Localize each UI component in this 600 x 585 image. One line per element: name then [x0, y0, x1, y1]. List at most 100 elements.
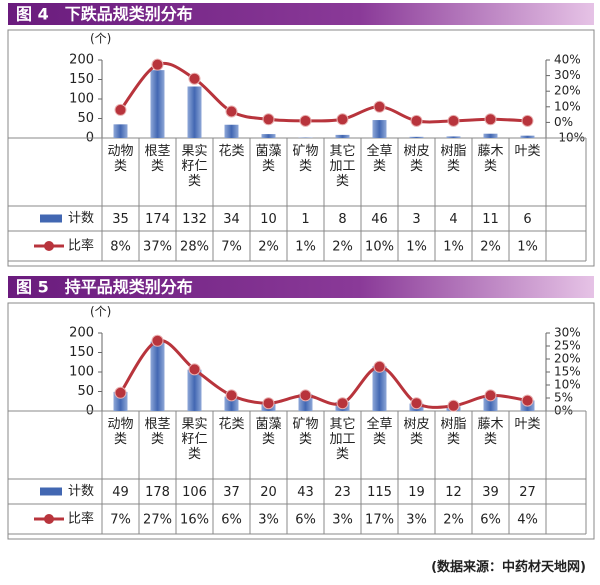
table-ratio: 7% — [221, 240, 242, 255]
x-tick-label: 动物类 — [107, 417, 134, 447]
x-tick-label: 根茎类 — [144, 417, 171, 447]
table-count: 3 — [412, 212, 420, 227]
y-tick-label: 200 — [69, 53, 94, 68]
ratio-marker — [484, 113, 497, 126]
x-tick-label: 叶类 — [514, 417, 541, 432]
legend-label: 比率 — [68, 238, 94, 254]
table-count: 27 — [519, 485, 536, 500]
bar — [224, 124, 239, 138]
ratio-line — [119, 339, 528, 409]
table-count: 174 — [145, 212, 170, 227]
table-ratio: 8% — [110, 240, 131, 255]
table-ratio: 2% — [480, 240, 501, 255]
ratio-marker — [521, 114, 534, 127]
x-tick-label: 树脂类 — [440, 144, 467, 174]
bar — [150, 70, 165, 138]
y2-tick-label: 10% — [554, 99, 581, 113]
bar — [520, 135, 535, 138]
header-bar — [8, 3, 594, 25]
ratio-marker — [188, 363, 201, 376]
x-tick-label: 全草类 — [366, 144, 393, 174]
ratio-marker — [336, 397, 349, 410]
ratio-marker — [299, 114, 312, 127]
ratio-marker — [447, 399, 460, 412]
y-tick-label: 200 — [69, 326, 94, 341]
table-ratio: 2% — [258, 240, 279, 255]
table-ratio: 28% — [180, 240, 209, 255]
table-count: 37 — [223, 485, 240, 500]
table-count: 10 — [260, 212, 277, 227]
table-count: 115 — [367, 485, 392, 500]
table-count: 49 — [112, 485, 129, 500]
table-count: 178 — [145, 485, 170, 500]
table-ratio: 27% — [143, 513, 172, 528]
x-tick-label: 花类 — [218, 417, 245, 432]
bar — [113, 124, 128, 138]
y2-tick-label: 20% — [554, 352, 581, 366]
x-tick-label: 根茎类 — [144, 144, 171, 174]
table-ratio: 3% — [406, 513, 427, 528]
ratio-line — [119, 61, 528, 124]
x-tick-label: 树脂类 — [440, 417, 467, 447]
source-note: (数据来源：中药材天地网) — [431, 560, 586, 575]
bar — [483, 133, 498, 138]
y-tick-label: 100 — [69, 92, 94, 107]
header-bar — [8, 276, 594, 298]
y2-tick-label: 30% — [554, 68, 581, 82]
table-ratio: 37% — [143, 240, 172, 255]
ratio-marker — [114, 386, 127, 399]
legend-swatch — [40, 214, 62, 223]
unit-label: (个) — [90, 32, 111, 46]
x-tick-label: 树皮类 — [403, 417, 430, 447]
table-count: 43 — [297, 485, 314, 500]
x-tick-label: 果实籽仁类 — [181, 144, 208, 189]
ratio-marker — [151, 58, 164, 71]
y-tick-label: 150 — [69, 345, 94, 360]
table-ratio: 6% — [480, 513, 501, 528]
ratio-marker — [225, 389, 238, 402]
chart-frame — [7, 302, 595, 540]
x-tick-label: 矿物类 — [292, 144, 319, 174]
table-ratio: 6% — [221, 513, 242, 528]
y-tick-label: 150 — [69, 72, 94, 87]
bar — [372, 120, 387, 138]
x-tick-label: 其它加工类 — [329, 144, 356, 189]
y2-tick-label: 40% — [554, 53, 581, 67]
chart-block: 图 4 下跌品规类别分布 (个) 0 50 100 150 200 -10% 0% 10% 20% 3… — [0, 3, 600, 268]
table-count: 23 — [334, 485, 351, 500]
bar — [409, 136, 424, 138]
table-count: 6 — [523, 212, 531, 227]
legend-label: 计数 — [68, 211, 94, 226]
chart-title: 图 4 下跌品规类别分布 — [16, 5, 193, 24]
bar — [372, 366, 387, 411]
table-count: 8 — [338, 212, 346, 227]
x-tick-label: 菌藻类 — [255, 144, 282, 174]
bar — [446, 136, 461, 138]
table-ratio: 1% — [406, 240, 427, 255]
table-count: 1 — [301, 212, 309, 227]
x-tick-label: 藤木类 — [477, 417, 504, 447]
ratio-marker — [336, 113, 349, 126]
x-tick-label: 叶类 — [514, 144, 541, 159]
table-count: 46 — [371, 212, 388, 227]
x-tick-label: 树皮类 — [403, 144, 430, 174]
table-ratio: 7% — [110, 513, 131, 528]
bar — [261, 134, 276, 138]
legend-label: 计数 — [68, 484, 94, 499]
table-count: 4 — [449, 212, 457, 227]
bar — [187, 86, 202, 138]
table-count: 35 — [112, 212, 129, 227]
table-ratio: 10% — [365, 240, 394, 255]
table-ratio: 1% — [443, 240, 464, 255]
bar — [187, 369, 202, 411]
table-ratio: 3% — [258, 513, 279, 528]
x-tick-label: 菌藻类 — [255, 417, 282, 447]
ratio-marker — [447, 114, 460, 127]
table-count: 19 — [408, 485, 425, 500]
table-ratio: 3% — [332, 513, 353, 528]
ratio-marker — [373, 360, 386, 373]
chart-block: 图 5 持平品规类别分布 (个) 0 50 100 150 200 0% 5% 10% 15% 20%… — [0, 276, 600, 541]
x-tick-label: 其它加工类 — [329, 417, 356, 462]
y2-tick-label: 15% — [554, 365, 581, 379]
